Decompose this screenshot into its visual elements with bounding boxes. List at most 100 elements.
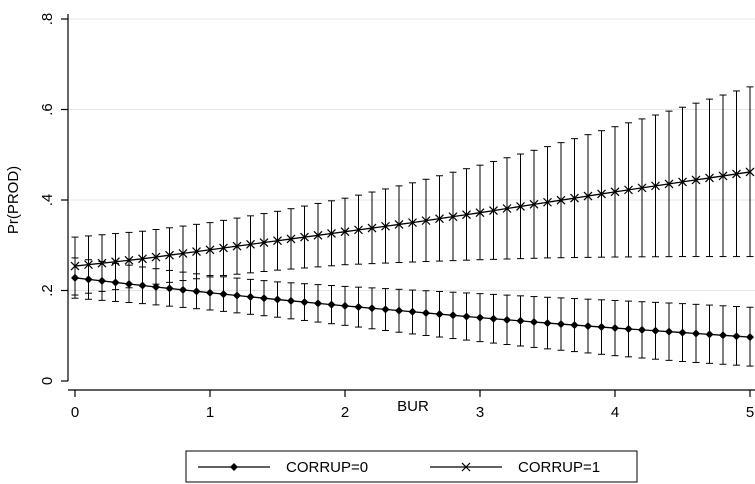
data-point-stroke	[273, 236, 282, 246]
data-point	[408, 218, 417, 228]
data-point-stroke	[367, 223, 377, 233]
series-lines	[70, 167, 755, 342]
data-point	[691, 175, 701, 185]
data-point-stroke	[448, 212, 458, 222]
data-point-stroke	[124, 255, 134, 265]
data-point	[138, 281, 147, 290]
legend-marker-1	[230, 463, 238, 471]
data-point	[71, 273, 79, 282]
data-point	[583, 191, 593, 201]
data-point	[664, 179, 674, 189]
data-point-stroke	[610, 187, 620, 197]
gridlines	[68, 18, 755, 291]
data-point	[421, 216, 431, 226]
data-point-stroke	[138, 254, 147, 264]
data-point-stroke	[394, 220, 404, 229]
data-point-stroke	[421, 216, 431, 226]
data-point	[151, 252, 161, 262]
data-point	[341, 301, 349, 310]
y-tick-label: .2	[39, 284, 56, 297]
data-point	[381, 305, 390, 314]
data-point	[233, 291, 241, 300]
data-point-stroke	[516, 202, 525, 211]
data-point	[651, 181, 660, 191]
data-point-stroke	[529, 199, 539, 209]
x-tick-label: 4	[611, 404, 619, 421]
data-point-stroke	[408, 218, 417, 228]
data-point-stroke	[691, 175, 701, 185]
data-point	[260, 294, 268, 303]
confidence-intervals	[71, 86, 754, 367]
data-point-stroke	[286, 234, 296, 244]
data-point	[246, 239, 255, 249]
data-point	[435, 214, 444, 224]
axes	[61, 14, 755, 397]
data-point	[368, 304, 376, 313]
data-point	[489, 314, 498, 323]
data-point	[381, 221, 390, 231]
data-point	[367, 223, 377, 233]
x-axis-title: BUR	[397, 398, 429, 415]
data-point	[745, 167, 755, 177]
data-point	[570, 193, 579, 203]
data-point-stroke	[597, 189, 606, 199]
x-tick-label: 5	[746, 404, 754, 421]
legend-marker-stroke	[461, 462, 471, 472]
data-point	[718, 171, 728, 181]
data-point-stroke	[583, 191, 593, 201]
data-point	[179, 285, 187, 294]
data-point	[111, 257, 120, 267]
data-point-stroke	[732, 169, 741, 179]
data-point	[584, 322, 592, 331]
data-point-stroke	[327, 229, 336, 238]
data-point	[232, 241, 242, 251]
data-point	[637, 183, 647, 193]
data-point-stroke	[705, 173, 714, 183]
data-point	[449, 311, 457, 320]
data-point-stroke	[678, 177, 687, 187]
data-point-stroke	[354, 225, 363, 235]
data-point	[435, 310, 444, 319]
data-point-stroke	[111, 257, 120, 267]
data-point	[152, 282, 160, 291]
data-point	[300, 232, 309, 242]
data-point-stroke	[570, 193, 579, 203]
data-point	[503, 315, 511, 324]
data-point	[530, 317, 538, 326]
data-point	[97, 258, 107, 268]
data-point	[138, 254, 147, 264]
data-point	[327, 229, 336, 238]
data-point-stroke	[219, 243, 228, 253]
data-point-stroke	[651, 181, 660, 191]
data-point	[476, 313, 484, 322]
data-point	[70, 261, 80, 271]
data-point	[516, 202, 525, 211]
data-point-stroke	[556, 195, 566, 205]
data-point	[259, 238, 269, 247]
data-point-stroke	[475, 208, 485, 218]
data-point	[287, 296, 295, 305]
data-point	[125, 279, 133, 288]
y-tick-label: .4	[39, 194, 56, 207]
data-point	[610, 187, 620, 197]
data-point	[205, 245, 215, 255]
tick-labels: 0 .2 .4 .6 .8 0 1 2 3 4 5	[39, 13, 754, 421]
data-point	[678, 177, 687, 187]
data-point	[98, 276, 106, 285]
y-axis-title: Pr(PROD)	[5, 166, 22, 234]
data-point	[327, 300, 336, 309]
legend-marker-2	[461, 462, 471, 472]
data-point	[529, 199, 539, 209]
data-point	[422, 308, 430, 317]
data-point-stroke	[745, 167, 755, 177]
data-point	[178, 248, 188, 258]
data-point	[746, 333, 754, 342]
data-point-stroke	[462, 210, 471, 220]
data-point	[286, 234, 296, 244]
data-point	[84, 275, 93, 284]
data-point	[448, 212, 458, 222]
data-point	[557, 320, 565, 329]
data-point	[597, 189, 606, 199]
data-point	[394, 220, 404, 229]
data-point	[219, 290, 228, 299]
